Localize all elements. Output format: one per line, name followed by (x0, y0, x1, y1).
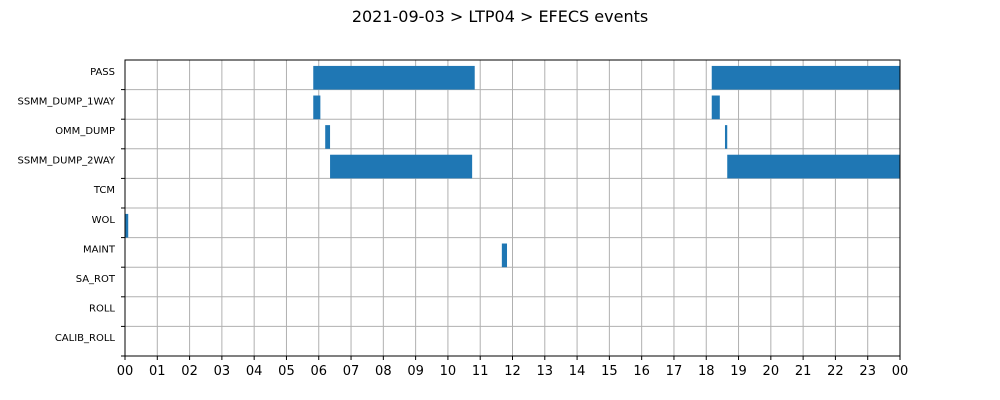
y-tick-label: MAINT (83, 244, 116, 255)
axis-layer: 00 01 02 03 04 05 06 07 08 09 10 11 12 13 14 15 16 17 18 19… (17, 67, 908, 379)
y-tick-label: SSMM_DUMP_2WAY (17, 156, 115, 167)
x-tick-label: 06 (310, 364, 327, 379)
grid-layer (124, 60, 901, 356)
event-bar (711, 95, 720, 120)
x-tick-label: 05 (278, 364, 295, 379)
event-bar (325, 125, 331, 149)
x-tick-label: 21 (795, 364, 812, 379)
x-tick-label: 18 (698, 364, 715, 379)
x-tick-label: 16 (633, 364, 650, 379)
event-bar (724, 125, 728, 149)
x-tick-label: 15 (601, 364, 618, 379)
y-tick-label: SA_ROT (76, 274, 116, 285)
x-tick-label: 07 (343, 364, 360, 379)
x-tick-label: 19 (730, 364, 747, 379)
x-tick-label: 04 (246, 364, 263, 379)
x-tick-label: 00 (892, 364, 909, 379)
plot-frame (124, 59, 901, 357)
x-tick-label: 17 (666, 364, 683, 379)
x-tick-label: 22 (827, 364, 844, 379)
y-tick-label: CALIB_ROLL (55, 333, 116, 344)
event-bar (711, 65, 900, 90)
event-bar (501, 243, 508, 268)
x-tick-label: 09 (407, 364, 424, 379)
x-tick-label: 00 (117, 364, 134, 379)
event-bar (330, 154, 473, 179)
y-tick-label: WOL (92, 215, 116, 226)
event-bar (313, 95, 321, 120)
chart-title: 2021-09-03 > LTP04 > EFECS events (352, 7, 648, 26)
y-tick-label: OMM_DUMP (55, 126, 115, 137)
x-tick-label: 14 (569, 364, 586, 379)
x-tick-label: 02 (181, 364, 198, 379)
x-tick-label: 10 (440, 364, 457, 379)
event-bar (313, 65, 475, 90)
x-tick-label: 01 (149, 364, 166, 379)
y-tick-label: TCM (93, 185, 115, 196)
x-tick-label: 03 (214, 364, 231, 379)
x-tick-label: 13 (537, 364, 554, 379)
event-bar (727, 154, 900, 179)
x-tick-label: 11 (472, 364, 489, 379)
y-tick-label: PASS (90, 67, 115, 78)
x-tick-label: 20 (763, 364, 780, 379)
y-tick-label: ROLL (89, 304, 115, 315)
x-tick-label: 12 (504, 364, 521, 379)
x-tick-label: 08 (375, 364, 392, 379)
bars-layer (125, 65, 900, 268)
x-tick-label: 23 (859, 364, 876, 379)
event-bar (125, 213, 129, 238)
y-tick-label: SSMM_DUMP_1WAY (17, 96, 115, 107)
